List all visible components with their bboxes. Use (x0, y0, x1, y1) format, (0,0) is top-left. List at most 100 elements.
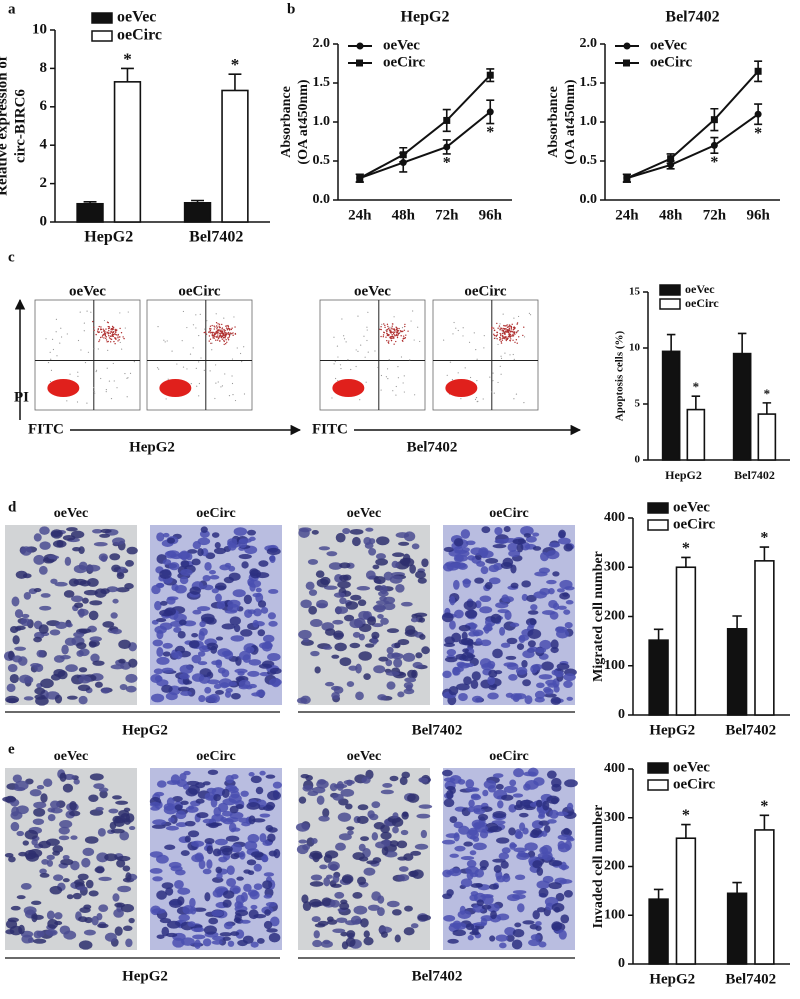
cell (319, 864, 328, 870)
cell (23, 591, 32, 600)
cell (197, 548, 204, 557)
cell (373, 576, 386, 585)
cell (316, 795, 325, 805)
x-tick-label: 24h (615, 207, 639, 223)
dot (109, 335, 112, 337)
line (626, 113, 759, 180)
cell (62, 534, 76, 541)
dot (77, 375, 79, 377)
cell (265, 774, 276, 779)
cell (536, 682, 545, 689)
cell (484, 581, 493, 590)
cell (88, 794, 99, 802)
cell (457, 563, 468, 570)
cell (268, 588, 279, 594)
cell (552, 571, 560, 577)
cell (125, 685, 137, 693)
dot (386, 330, 388, 333)
dot (111, 335, 114, 337)
dot (221, 323, 223, 326)
cell (153, 668, 164, 675)
dot (508, 333, 511, 335)
cell (43, 778, 53, 787)
cell (202, 938, 212, 947)
cell (48, 555, 60, 560)
dot (336, 345, 339, 347)
cell (309, 850, 322, 858)
cell (352, 536, 361, 547)
group-label: HepG2 (129, 439, 175, 455)
dot (47, 361, 50, 364)
dot (496, 331, 498, 334)
dot (341, 318, 343, 320)
dot (390, 330, 392, 333)
cell (88, 610, 99, 621)
cell (62, 878, 70, 883)
cell (30, 663, 41, 668)
cell (92, 660, 105, 666)
cell (118, 639, 131, 650)
cell (191, 673, 205, 682)
dot (49, 380, 52, 383)
y-tick-label: 0.5 (313, 153, 331, 168)
group-label: HepG2 (122, 968, 168, 984)
dot (404, 336, 407, 339)
dot (380, 374, 383, 377)
y-tick-label: 2.0 (313, 36, 331, 51)
dot (230, 333, 232, 335)
cell (316, 603, 328, 608)
cell (368, 547, 377, 556)
cell (252, 619, 259, 628)
dot (391, 328, 393, 330)
dot (122, 336, 124, 338)
cell (460, 529, 471, 539)
dot (227, 339, 230, 341)
cell (186, 552, 193, 561)
cell (542, 800, 550, 811)
cell (74, 879, 85, 886)
dot (386, 339, 388, 342)
cell (346, 826, 355, 831)
cell (29, 789, 42, 797)
cell (214, 838, 228, 846)
cell (215, 866, 223, 874)
cell (528, 939, 540, 947)
y-tick-label: 0 (40, 213, 48, 229)
dot (105, 328, 107, 330)
dot (529, 314, 532, 316)
dot (211, 324, 213, 327)
cell (441, 612, 454, 623)
cell (378, 656, 389, 662)
cell (225, 835, 240, 842)
cell (269, 667, 282, 675)
dot (510, 327, 513, 329)
cell (495, 783, 504, 790)
cell (191, 654, 202, 664)
cell (58, 835, 70, 841)
cell (386, 900, 400, 908)
dot (510, 325, 513, 328)
cell (382, 783, 393, 788)
cell (392, 812, 399, 819)
cell (246, 802, 261, 810)
dot (215, 382, 217, 384)
column-label: oeVec (347, 506, 381, 521)
cell (213, 683, 222, 689)
cell (243, 869, 251, 874)
legend-label: oeVec (673, 759, 710, 775)
cell (380, 617, 389, 625)
dot (198, 334, 200, 337)
cell (93, 542, 108, 547)
cell (66, 894, 74, 900)
cell (498, 852, 510, 860)
dot (95, 369, 98, 371)
cell (199, 621, 206, 628)
cell (46, 854, 55, 861)
cell (334, 642, 347, 652)
cell (128, 826, 136, 831)
y-axis-label: Invaded cell number (591, 805, 606, 929)
cell (371, 891, 382, 901)
cell (509, 622, 520, 628)
dot (452, 333, 454, 335)
dot (171, 350, 173, 352)
